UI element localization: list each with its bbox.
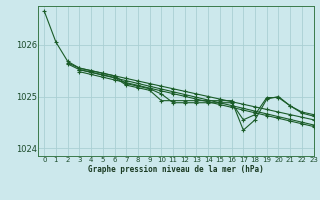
X-axis label: Graphe pression niveau de la mer (hPa): Graphe pression niveau de la mer (hPa) [88, 165, 264, 174]
